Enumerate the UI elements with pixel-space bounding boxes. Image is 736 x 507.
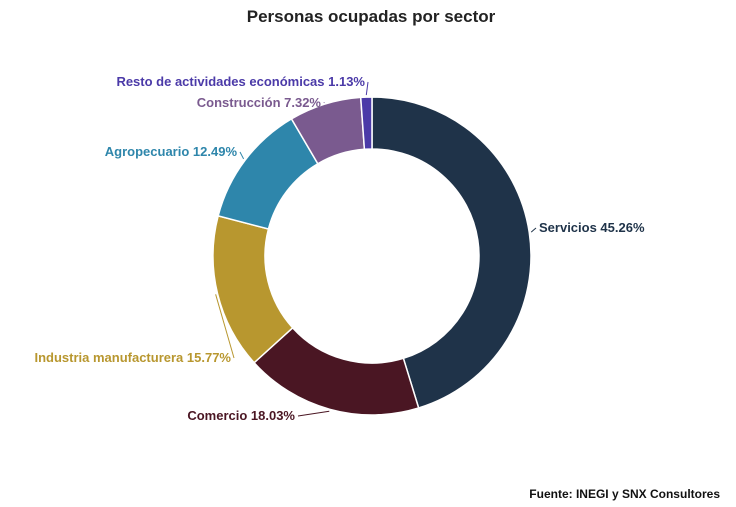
leader-resto-de-actividades-economicas	[365, 81, 369, 96]
label-servicios: Servicios 45.26%	[539, 220, 645, 235]
label-comercio: Comercio 18.03%	[187, 408, 295, 423]
slice-servicios[interactable]	[371, 96, 532, 409]
leader-servicios	[530, 227, 537, 233]
source-note: Fuente: INEGI y SNX Consultores	[529, 487, 720, 501]
leader-comercio	[297, 410, 330, 417]
chart-title: Personas ocupadas por sector	[247, 7, 496, 26]
leader-agropecuario	[239, 151, 245, 160]
label-industria-manufacturera: Industria manufacturera 15.77%	[34, 350, 231, 365]
leader-industria-manufacturera	[215, 294, 235, 359]
slice-resto-de-actividades-economicas[interactable]	[359, 96, 373, 151]
label-resto-de-actividades-economicas: Resto de actividades económicas 1.13%	[116, 74, 365, 89]
label-construccion: Construcción 7.32%	[197, 95, 322, 110]
label-agropecuario: Agropecuario 12.49%	[105, 144, 238, 159]
